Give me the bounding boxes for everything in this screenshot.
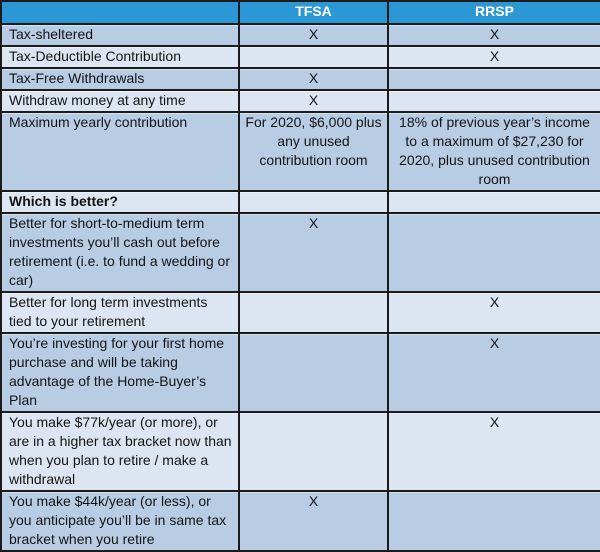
tfsa-cell bbox=[238, 45, 389, 69]
rrsp-cell: X bbox=[387, 23, 600, 47]
rrsp-cell: X bbox=[387, 291, 600, 334]
table-row: Tax-Deductible Contribution X bbox=[0, 45, 600, 69]
row-label: Better for short-to-medium term investme… bbox=[0, 212, 240, 293]
row-label: Tax-Deductible Contribution bbox=[0, 45, 240, 69]
row-label: You make $77k/year (or more), or are in … bbox=[0, 411, 240, 492]
table-row: Better for long term investments tied to… bbox=[0, 291, 600, 334]
tfsa-cell bbox=[238, 411, 389, 492]
rrsp-cell: X bbox=[387, 411, 600, 492]
column-header-tfsa: TFSA bbox=[238, 0, 389, 25]
rrsp-cell: 18% of previous year’s income to a maxim… bbox=[387, 111, 600, 192]
table-row: You’re investing for your first home pur… bbox=[0, 332, 600, 413]
table-row: You make $77k/year (or more), or are in … bbox=[0, 411, 600, 492]
table-row: Tax-Free Withdrawals X bbox=[0, 67, 600, 91]
row-label: Tax-sheltered bbox=[0, 23, 240, 47]
row-label: Which is better? bbox=[0, 190, 240, 214]
rrsp-cell: X bbox=[387, 332, 600, 413]
table-row-section-header: Which is better? bbox=[0, 190, 600, 214]
tfsa-cell: X bbox=[238, 67, 389, 91]
rrsp-cell bbox=[387, 190, 600, 214]
header-row: TFSA RRSP bbox=[0, 0, 600, 25]
tfsa-cell bbox=[238, 291, 389, 334]
column-header-rrsp: RRSP bbox=[387, 0, 600, 25]
row-label: Maximum yearly contribution bbox=[0, 111, 240, 192]
column-header-blank bbox=[0, 0, 240, 25]
tfsa-cell: X bbox=[238, 212, 389, 293]
tfsa-cell: X bbox=[238, 89, 389, 113]
tfsa-cell: X bbox=[238, 23, 389, 47]
table-row: Withdraw money at any time X bbox=[0, 89, 600, 113]
row-label: Better for long term investments tied to… bbox=[0, 291, 240, 334]
tfsa-cell: For 2020, $6,000 plus any unused contrib… bbox=[238, 111, 389, 192]
table-row: Better for short-to-medium term investme… bbox=[0, 212, 600, 293]
rrsp-cell: X bbox=[387, 45, 600, 69]
rrsp-cell bbox=[387, 212, 600, 293]
table-row: You make $44k/year (or less), or you ant… bbox=[0, 490, 600, 552]
rrsp-cell bbox=[387, 490, 600, 552]
rrsp-cell bbox=[387, 89, 600, 113]
rrsp-cell bbox=[387, 67, 600, 91]
table-row: Maximum yearly contribution For 2020, $6… bbox=[0, 111, 600, 192]
tfsa-cell: X bbox=[238, 490, 389, 552]
table-row: Tax-sheltered X X bbox=[0, 23, 600, 47]
row-label: You’re investing for your first home pur… bbox=[0, 332, 240, 413]
row-label: You make $44k/year (or less), or you ant… bbox=[0, 490, 240, 552]
row-label: Withdraw money at any time bbox=[0, 89, 240, 113]
tfsa-cell bbox=[238, 332, 389, 413]
tfsa-cell bbox=[238, 190, 389, 214]
row-label: Tax-Free Withdrawals bbox=[0, 67, 240, 91]
